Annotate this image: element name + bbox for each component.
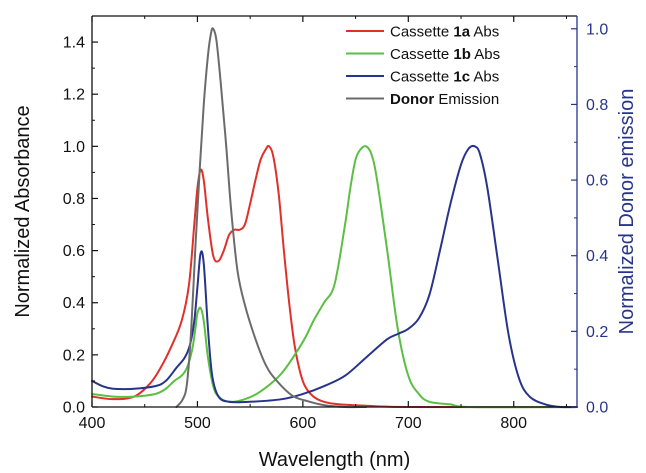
legend: Cassette 1a Abs Cassette 1b Abs Cassette 1… — [346, 24, 500, 108]
y2-axis-title: Normalized Donor emission — [616, 89, 638, 335]
y2-tick-label: 0.4 — [586, 248, 608, 265]
y-tick-label: 0.4 — [63, 295, 85, 312]
y-tick-label: 0.8 — [63, 191, 85, 208]
y2-tick-label: 0.2 — [586, 324, 608, 341]
y2-tick-label: 0.0 — [586, 400, 608, 417]
series-line-4 — [175, 27, 368, 409]
y-tick-label: 1.0 — [63, 139, 85, 156]
series-line-2 — [91, 145, 578, 409]
y2-tick-label: 0.8 — [586, 97, 608, 114]
y-tick-label: 0.0 — [63, 400, 85, 417]
x-tick-label: 600 — [290, 415, 317, 432]
series-layer — [91, 27, 578, 409]
legend-label-1: Cassette 1a Abs — [390, 24, 499, 41]
legend-label-4: Donor Emission — [390, 91, 499, 108]
y-tick-label: 1.2 — [63, 87, 85, 104]
x-tick-label: 800 — [500, 415, 527, 432]
x-tick-label: 700 — [395, 415, 422, 432]
axes: 400 500 600 700 800 0.0 0.2 0.4 0.6 0.8 1.0 1.2 1.4 0… — [12, 15, 638, 471]
x-axis-title: Wavelength (nm) — [259, 449, 411, 471]
legend-label-2: Cassette 1b Abs — [390, 46, 500, 63]
series-line-3 — [91, 144, 578, 409]
x-tick-label: 400 — [79, 415, 106, 432]
y2-tick-label: 1.0 — [586, 21, 608, 38]
y-axis-title: Normalized Absorbance — [12, 105, 34, 317]
series-line-1 — [91, 144, 578, 409]
legend-label-3: Cassette 1c Abs — [390, 69, 499, 86]
y-tick-label: 0.2 — [63, 347, 85, 364]
y-tick-label: 0.6 — [63, 243, 85, 260]
y2-tick-label: 0.6 — [586, 173, 608, 190]
y-tick-label: 1.4 — [63, 35, 85, 52]
x-tick-label: 500 — [184, 415, 211, 432]
